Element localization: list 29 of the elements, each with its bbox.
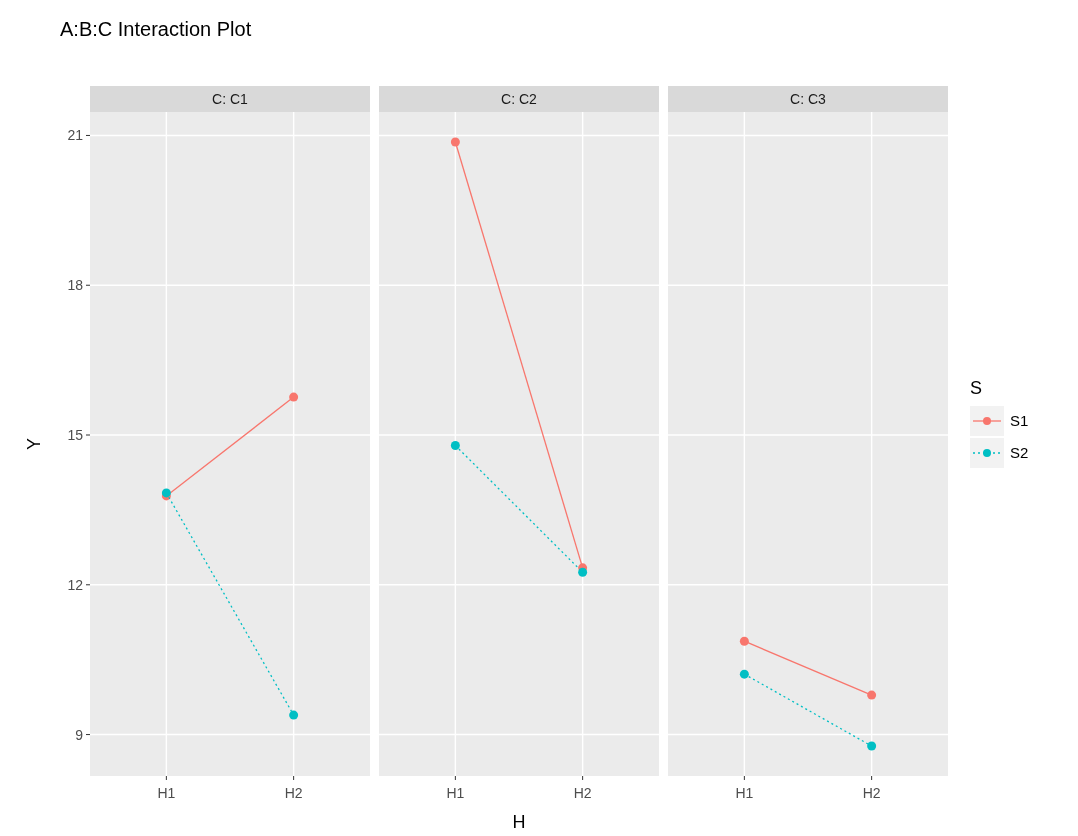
y-axis-title: Y xyxy=(24,437,44,451)
chart-title: A:B:C Interaction Plot xyxy=(60,18,252,40)
point xyxy=(867,690,877,700)
x-tick-label: H1 xyxy=(735,785,754,801)
x-tick-label: H2 xyxy=(573,785,592,801)
y-tick-label: 18 xyxy=(67,277,84,294)
point xyxy=(450,137,460,147)
y-tick-label: 12 xyxy=(67,576,84,593)
point xyxy=(289,392,299,402)
x-axis-title: H xyxy=(512,812,526,832)
chart-subtitle: C: C1 xyxy=(212,91,249,107)
legend-label: S1 xyxy=(1010,412,1029,429)
point xyxy=(867,741,877,751)
point xyxy=(289,710,299,720)
chart-subtitle: C: C3 xyxy=(790,91,827,107)
legend-label: S2 xyxy=(1010,444,1029,461)
x-tick-label: H1 xyxy=(157,785,176,801)
x-tick-label: H2 xyxy=(284,785,303,801)
y-tick-label: 9 xyxy=(75,726,84,743)
point xyxy=(450,441,460,450)
y-tick-label: 21 xyxy=(67,127,84,144)
y-tick-label: 15 xyxy=(67,427,84,444)
chart-subtitle: C: C2 xyxy=(501,91,538,107)
point xyxy=(578,567,588,577)
x-tick-label: H1 xyxy=(446,785,465,801)
legend-title: S xyxy=(970,378,983,398)
point xyxy=(739,636,749,646)
point xyxy=(739,669,749,679)
x-tick-label: H2 xyxy=(862,785,881,801)
